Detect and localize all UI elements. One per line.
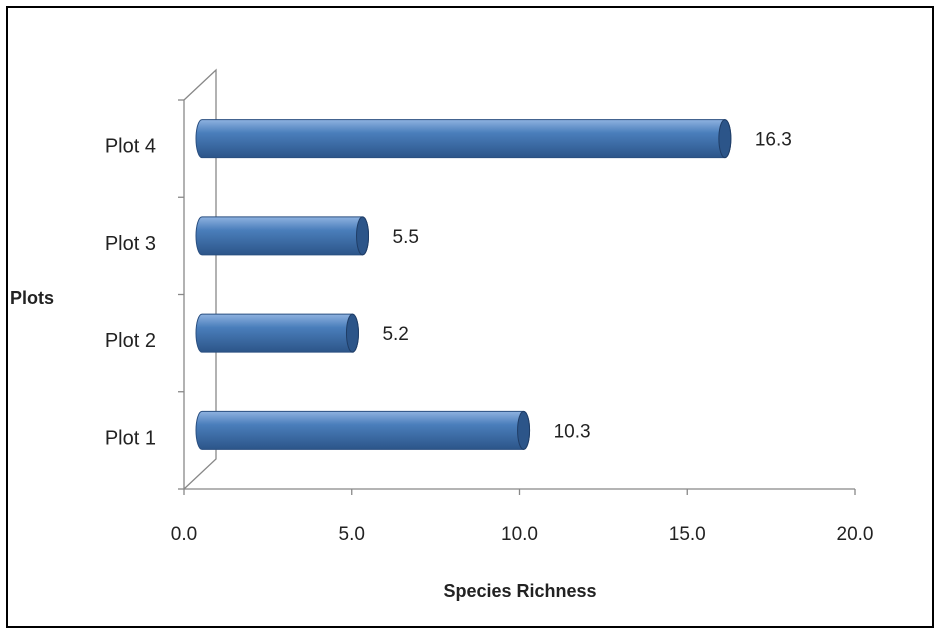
- x-tick-label: 10.0: [501, 524, 538, 545]
- bar-plot-4: [195, 119, 732, 159]
- x-tick-label: 5.0: [339, 524, 365, 545]
- x-axis-title: Species Richness: [443, 581, 596, 601]
- category-label: Plot 4: [105, 136, 156, 158]
- x-tick-label: 15.0: [669, 524, 706, 545]
- bars: [195, 119, 732, 450]
- labels: 0.0 5.0 10.0 15.0 20.0 Plot 1 10.3 Plot 2 5.2 Plo…: [105, 130, 874, 545]
- data-label: 5.5: [393, 227, 419, 248]
- data-label: 16.3: [755, 130, 792, 151]
- x-tick-label: 20.0: [837, 524, 874, 545]
- y-axis-title: Plots: [10, 288, 54, 308]
- bar-plot-2: [195, 313, 359, 353]
- axes: [178, 68, 856, 495]
- x-tick-label: 0.0: [171, 524, 197, 545]
- data-label: 5.2: [382, 324, 408, 345]
- category-label: Plot 1: [105, 427, 156, 449]
- category-label: Plot 3: [105, 233, 156, 255]
- bar-plot-3: [195, 216, 370, 256]
- chart-frame: 0.0 5.0 10.0 15.0 20.0 Plot 1 10.3 Plot 2 5.2 Plo…: [6, 6, 934, 628]
- bar-plot-1: [195, 410, 531, 450]
- data-label: 10.3: [554, 421, 591, 442]
- category-label: Plot 2: [105, 330, 156, 352]
